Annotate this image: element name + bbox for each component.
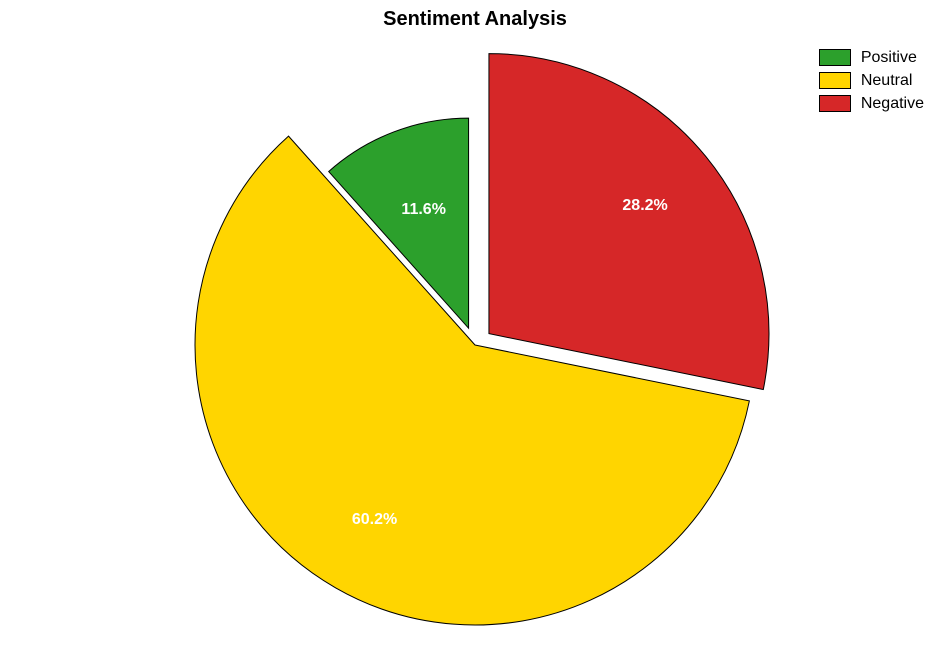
legend-label-neutral: Neutral [861, 72, 913, 90]
legend-label-negative: Negative [861, 95, 924, 113]
legend-item-neutral: Neutral [819, 69, 924, 92]
pie-svg [0, 0, 950, 662]
pie-slice-negative [489, 54, 769, 390]
legend-swatch-negative [819, 95, 851, 112]
legend: Positive Neutral Negative [819, 46, 924, 115]
legend-item-positive: Positive [819, 46, 924, 69]
legend-swatch-positive [819, 49, 851, 66]
legend-label-positive: Positive [861, 49, 917, 67]
legend-item-negative: Negative [819, 92, 924, 115]
legend-swatch-neutral [819, 72, 851, 89]
sentiment-pie-chart: Sentiment Analysis Positive Neutral Nega… [0, 0, 950, 662]
